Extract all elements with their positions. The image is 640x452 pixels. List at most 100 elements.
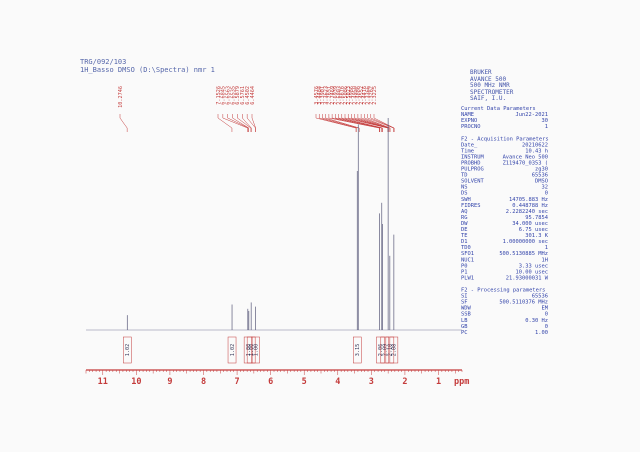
integral-box — [123, 336, 132, 364]
sample-id: TRG/092/103 — [80, 58, 127, 66]
param-value: 30 — [542, 118, 549, 124]
peak-label: 10.2746 — [118, 86, 124, 108]
integral-value: 3.15 — [355, 344, 361, 357]
peak-label-leader — [242, 114, 252, 132]
param-label: PROCNO — [461, 124, 480, 130]
param-label: AQ — [461, 209, 468, 215]
param-label: PC — [461, 330, 468, 336]
axis-tick-label: 7 — [235, 377, 240, 387]
param-label: PLW1 — [461, 275, 474, 281]
param-value: 500.5110376 MHz — [499, 300, 548, 306]
peak-label-leader — [315, 114, 357, 132]
peak-labels: 10.2746 7.15266.68456.65636.65356.58796.5… — [118, 86, 395, 132]
peak-label-leader — [364, 114, 391, 132]
peak-label-leader — [222, 114, 248, 132]
axis-tick-label: 10 — [131, 377, 141, 387]
peak-label: 2.3262 — [369, 86, 375, 105]
param-label: P1 — [461, 269, 468, 275]
peak-label: 2.7469 — [330, 86, 336, 105]
peak-label: 3.4484 — [317, 86, 323, 105]
peak-label-leader — [318, 114, 357, 132]
axis-tick-label: 6 — [268, 377, 273, 387]
integral-value: 1.00 — [249, 344, 255, 357]
integral-value: 1.00 — [246, 344, 252, 357]
peak-label-leader — [217, 114, 233, 132]
param-value: 1H — [542, 257, 549, 263]
integral-value: 2.08 — [392, 344, 398, 357]
param-label: NUC1 — [461, 257, 474, 263]
instrument-line: BRUKER — [470, 69, 492, 76]
param-label: SOLVENT — [461, 179, 484, 185]
peak-label: 2.4416 — [362, 86, 368, 105]
peak-label-leader — [367, 114, 394, 132]
param-value: 34.000 usec — [512, 221, 548, 227]
param-label: SSB — [461, 312, 471, 318]
param-label: F2 - Acquisition Parameters — [461, 136, 549, 142]
peak-label-leader — [357, 114, 389, 132]
peak-label: 2.4552 — [359, 86, 365, 105]
param-label: WDW — [461, 306, 471, 312]
param-value: 10.00 usec — [516, 269, 548, 275]
param-value: zg30 — [535, 167, 548, 173]
peak-label: 2.4986 — [349, 86, 355, 105]
param-label: GB — [461, 324, 468, 330]
param-label: TE — [461, 233, 468, 239]
param-value: 21.93000031 W — [506, 275, 549, 281]
peak-label: 2.5023 — [346, 86, 352, 105]
param-value: 65536 — [532, 294, 548, 300]
axis-tick-label: 5 — [302, 377, 307, 387]
spectrum-trace — [86, 118, 462, 331]
integral-box — [353, 336, 362, 364]
param-label: DE — [461, 227, 468, 233]
param-value: 1 — [545, 245, 548, 251]
integral-labels: 1.02 1.02 1.001.001.00 3.15 2.062.09 2.102.08 — [123, 336, 399, 364]
param-value: 20210622 — [522, 142, 548, 148]
param-label: EXPNO — [461, 118, 477, 124]
param-label: DW — [461, 221, 468, 227]
param-label: DS — [461, 191, 468, 197]
param-value: 65536 — [532, 173, 548, 179]
param-label: Current Data Parameters — [461, 106, 536, 112]
peak-label: 3.3901 — [320, 86, 326, 105]
axis-tick-label: 4 — [335, 377, 340, 387]
spectrum-header: TRG/092/103 1H_Basso DMSO (D:\Spectra) n… — [80, 58, 215, 74]
param-label: P0 — [461, 263, 468, 269]
integral-value: 1.02 — [230, 344, 236, 357]
param-value: 14705.883 Hz — [509, 197, 548, 203]
param-label: PROBHD — [461, 160, 480, 166]
param-value: 10.43 h — [525, 148, 548, 154]
param-label: NS — [461, 185, 468, 191]
integral-box — [376, 336, 385, 364]
param-value: 2.2282240 sec — [506, 209, 548, 215]
param-label: TD — [461, 173, 468, 179]
param-value: Avance Neo 500 — [503, 154, 548, 160]
instrument-line: 500 MHz NMR — [470, 82, 510, 90]
param-value: 3.33 usec — [519, 263, 548, 269]
param-label: PULPROG — [461, 167, 484, 173]
peak-label: 2.6939 — [333, 86, 339, 105]
param-label: SWH — [461, 197, 471, 203]
param-value: EM — [542, 306, 549, 312]
peak-label: 3.4576 — [314, 86, 320, 105]
integral-box — [246, 336, 256, 364]
peak-label: 2.3225 — [372, 86, 378, 105]
param-label: LB — [461, 318, 468, 324]
param-value: Jun22-2021 — [516, 112, 548, 118]
integral-box — [380, 336, 390, 364]
peak-label: 6.6563 — [226, 86, 232, 105]
param-value: 1.00000000 sec — [503, 239, 548, 245]
peak-label: 2.4886 — [356, 86, 362, 105]
peak-label: 2.6676 — [340, 86, 346, 105]
peak-label: 2.4950 — [352, 86, 358, 105]
param-label: SI — [461, 294, 468, 300]
peak-label: 6.6845 — [221, 86, 227, 105]
peak-label-leader — [335, 114, 382, 132]
param-value: 0 — [545, 312, 548, 318]
peak-label-leader — [373, 114, 395, 132]
peak-label-leader — [237, 114, 252, 132]
integral-value: 1.00 — [253, 344, 259, 357]
peak-label: 6.6535 — [230, 86, 236, 105]
integral-box — [389, 336, 399, 364]
